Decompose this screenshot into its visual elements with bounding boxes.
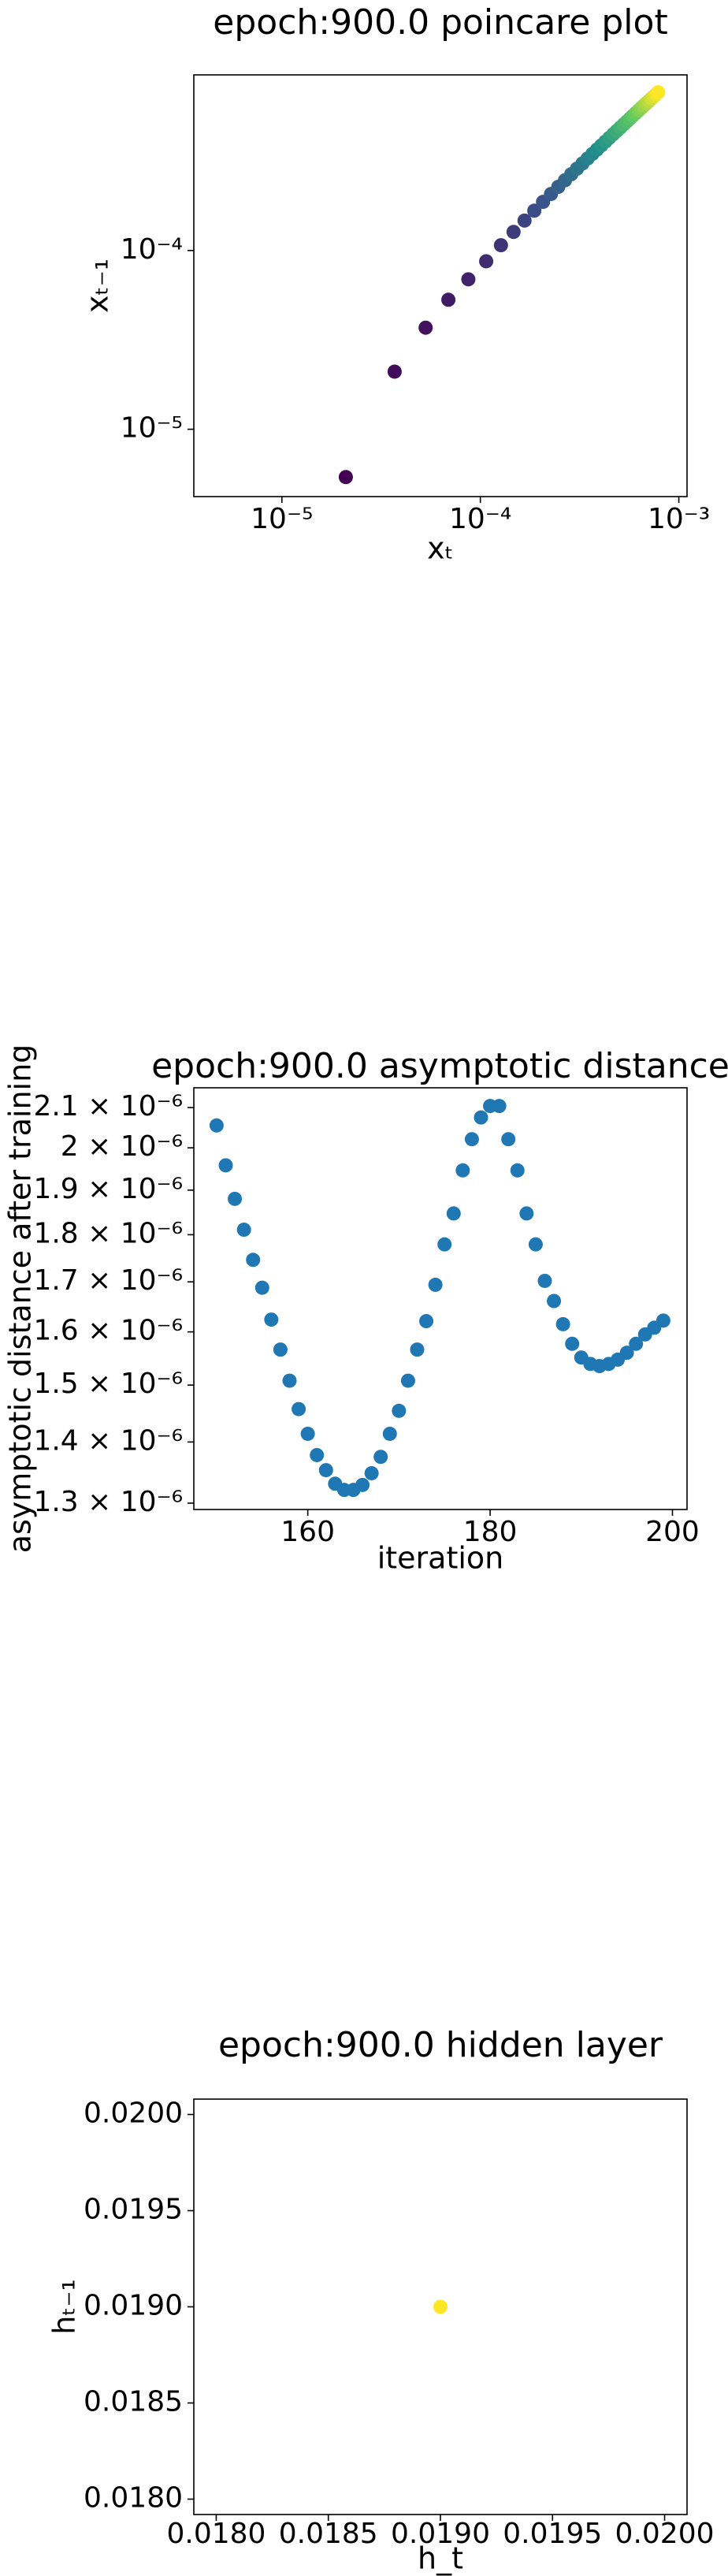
point [292, 1402, 306, 1416]
x-axis-label: h_t [418, 2541, 463, 2576]
point [651, 85, 666, 100]
point [209, 1118, 224, 1133]
point [492, 1099, 507, 1114]
point [455, 1163, 470, 1178]
point [254, 1280, 269, 1295]
x-axis-label: iteration [377, 1541, 504, 1576]
point [510, 1163, 525, 1178]
point [382, 1426, 397, 1441]
point [464, 1132, 479, 1147]
point [565, 1336, 580, 1351]
x-tick-label: 160 [280, 1516, 335, 1548]
y-tick-label: 0.0180 [84, 2481, 183, 2514]
y-tick-label: 1.6 × 10⁻⁶ [33, 1315, 183, 1347]
point [318, 1463, 333, 1478]
point [537, 1273, 552, 1288]
point [236, 1223, 251, 1238]
point [300, 1426, 315, 1441]
x-tick-label: 0.0195 [503, 2518, 602, 2550]
y-tick-label: 1.8 × 10⁻⁶ [33, 1217, 183, 1249]
point [387, 364, 402, 379]
point [228, 1191, 243, 1206]
x-axis-label: xₜ [427, 531, 454, 566]
point [264, 1312, 279, 1327]
point [355, 1477, 370, 1492]
point [619, 1346, 634, 1361]
point [474, 1110, 488, 1125]
point [493, 238, 508, 253]
y-axis-label: asymptotic distance after training [3, 1044, 38, 1554]
point [446, 1206, 461, 1221]
y-tick-label: 1.7 × 10⁻⁶ [33, 1264, 183, 1297]
point [629, 1336, 644, 1351]
point [218, 1158, 233, 1173]
y-tick-label: 10⁻⁴ [121, 233, 183, 266]
point [519, 1206, 534, 1221]
point [461, 272, 476, 287]
plot-frame [193, 1087, 688, 1510]
point [527, 203, 542, 218]
point [428, 1277, 443, 1292]
y-tick-label: 2.1 × 10⁻⁶ [33, 1090, 183, 1122]
x-tick-label: 0.0185 [279, 2518, 378, 2550]
x-tick-label: 10⁻³ [648, 503, 710, 535]
plot-frame [193, 74, 688, 497]
point [506, 225, 521, 240]
chart-title: epoch:900.0 poincare plot [213, 2, 667, 43]
point [441, 292, 456, 307]
y-axis-label: xₜ₋₁ [80, 259, 115, 313]
x-tick-label: 10⁻⁵ [251, 503, 313, 535]
y-axis-label: hₜ₋₁ [47, 2279, 82, 2335]
y-tick-label: 1.5 × 10⁻⁶ [33, 1368, 183, 1400]
x-tick-label: 0.0200 [615, 2518, 715, 2550]
point [400, 1373, 415, 1388]
point [517, 213, 532, 228]
point [437, 1237, 452, 1252]
point [501, 1132, 516, 1147]
y-tick-label: 0.0185 [84, 2385, 183, 2418]
y-tick-label: 0.0190 [84, 2290, 183, 2322]
point [410, 1342, 425, 1357]
y-tick-label: 0.0200 [84, 2098, 183, 2130]
point [246, 1253, 261, 1268]
point [433, 2299, 448, 2314]
point [479, 254, 494, 269]
y-tick-label: 10⁻⁵ [121, 412, 183, 445]
point [392, 1403, 407, 1418]
y-tick-label: 1.9 × 10⁻⁶ [33, 1173, 183, 1205]
point [656, 1313, 670, 1328]
point [419, 1314, 434, 1329]
point [338, 470, 353, 485]
point [310, 1447, 325, 1462]
point [555, 1316, 570, 1331]
point [373, 1450, 388, 1465]
x-tick-label: 0.0190 [391, 2518, 490, 2550]
plot-frame [193, 2098, 688, 2515]
chart-title: epoch:900.0 hidden layer [218, 2025, 663, 2065]
y-tick-label: 1.4 × 10⁻⁶ [33, 1424, 183, 1457]
chart-title: epoch:900.0 asymptotic distance [151, 1046, 728, 1086]
point [547, 1294, 562, 1308]
x-tick-label: 10⁻⁴ [449, 503, 511, 535]
point [364, 1465, 379, 1480]
point [282, 1373, 297, 1388]
x-tick-label: 180 [463, 1516, 518, 1548]
x-tick-label: 0.0180 [166, 2518, 266, 2550]
y-tick-label: 0.0195 [84, 2194, 183, 2226]
point [528, 1237, 543, 1252]
point [418, 320, 433, 335]
point [273, 1342, 288, 1357]
y-tick-label: 2 × 10⁻⁶ [61, 1130, 183, 1163]
y-tick-label: 1.3 × 10⁻⁶ [33, 1486, 183, 1518]
x-tick-label: 200 [645, 1516, 700, 1548]
